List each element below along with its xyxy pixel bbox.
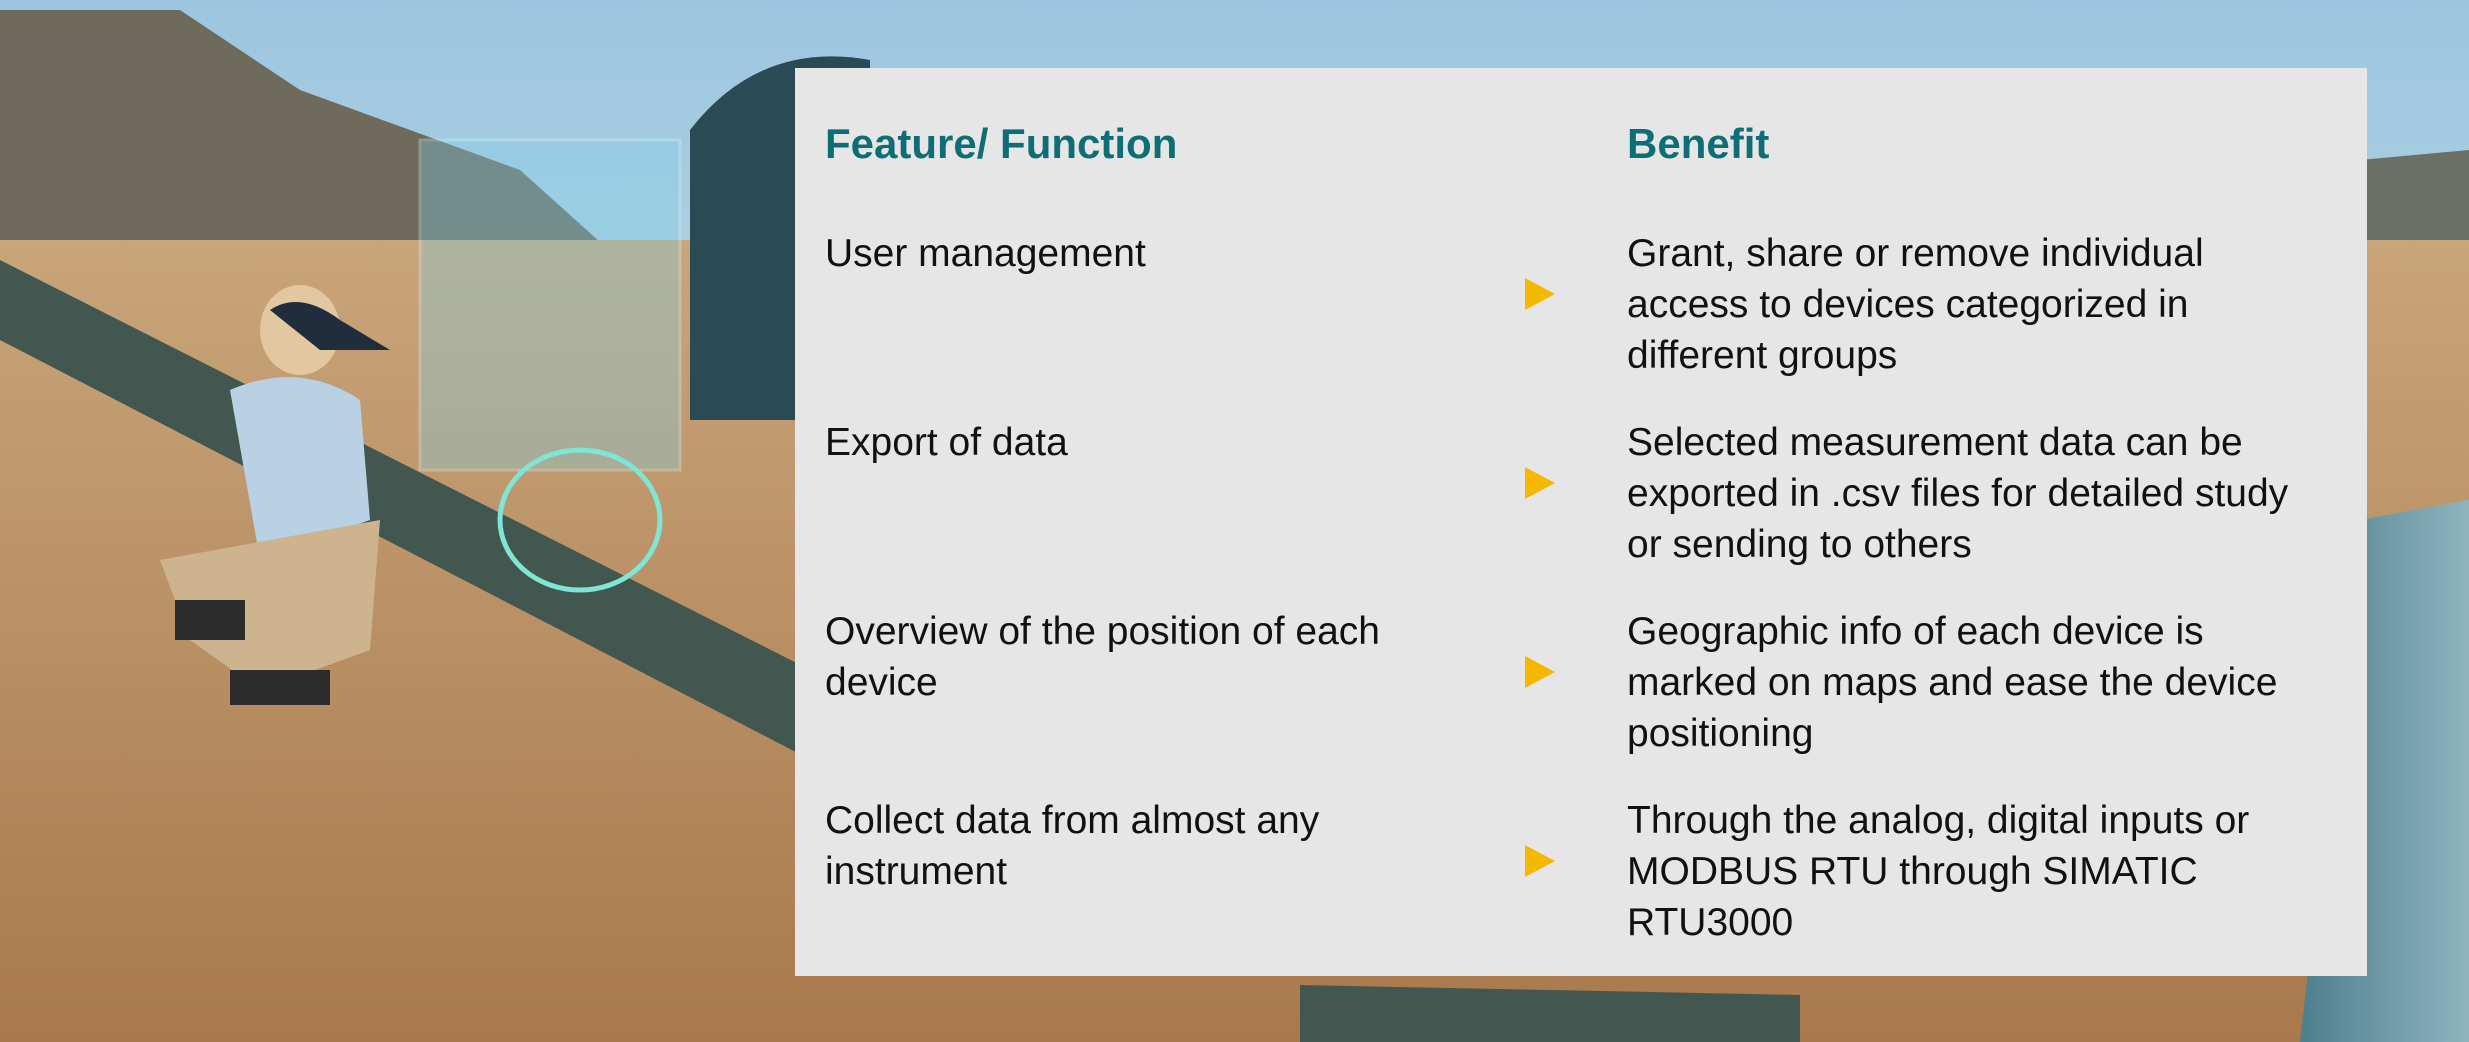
- benefit-text: Grant, share or remove individual access…: [1627, 232, 2204, 377]
- arrow-shape: [1525, 845, 1555, 877]
- arrow-shape: [1525, 278, 1555, 310]
- arrow-shape: [1525, 467, 1555, 499]
- arrow-icon: [1525, 278, 1555, 310]
- benefit-text: Geographic info of each device is marked…: [1627, 610, 2278, 755]
- column-header: Feature/ Function: [825, 120, 1178, 167]
- arrow-icon: [1525, 467, 1555, 499]
- feature-table: Feature/ Function Benefit User managemen…: [795, 68, 2367, 976]
- column-header: Benefit: [1627, 120, 1770, 167]
- benefit-text: Selected measurement data can be exporte…: [1627, 421, 2289, 566]
- arrow-icon: [1525, 656, 1555, 688]
- feature-text: User management: [825, 232, 1146, 275]
- arrow-icon: [1525, 845, 1555, 877]
- feature-text: Collect data from almost any instrument: [825, 799, 1320, 893]
- benefit-text: Through the analog, digital inputs or MO…: [1627, 799, 2250, 944]
- feature-text: Overview of the position of each device: [825, 610, 1380, 704]
- feature-text: Export of data: [825, 421, 1068, 464]
- arrow-shape: [1525, 656, 1555, 688]
